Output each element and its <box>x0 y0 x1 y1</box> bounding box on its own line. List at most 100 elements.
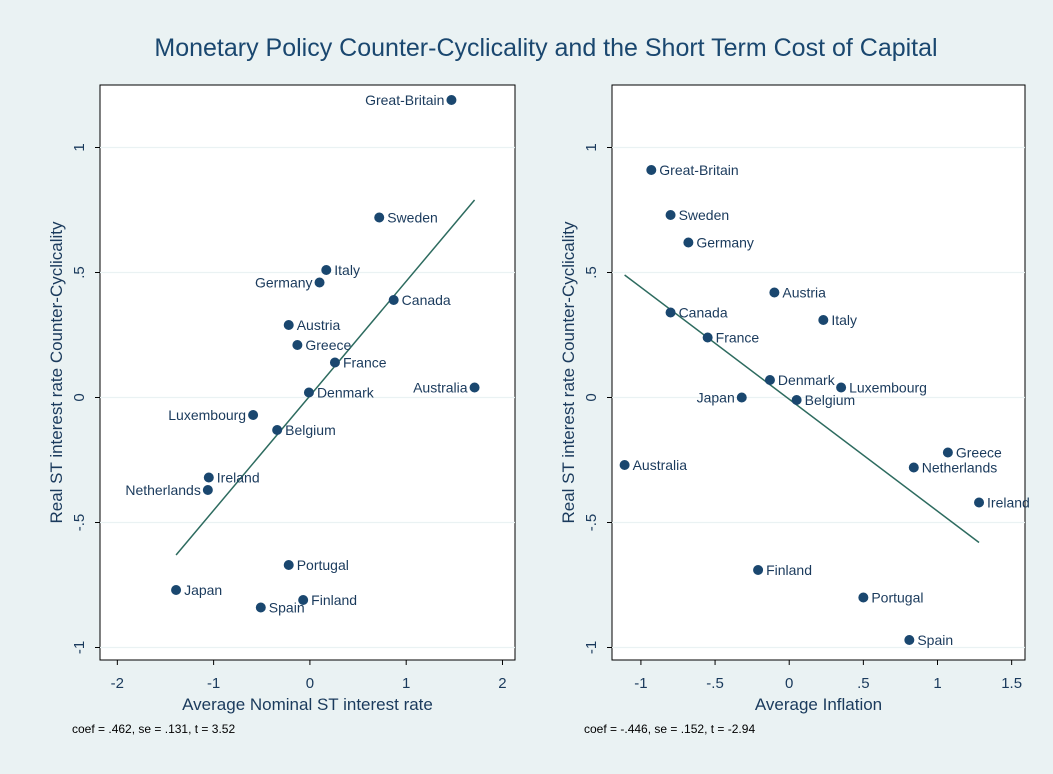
point-label: Portugal <box>297 557 349 573</box>
point <box>858 592 869 603</box>
point <box>283 560 294 570</box>
x-axis-label: Average Nominal ST interest rate <box>182 695 433 714</box>
point <box>942 447 953 458</box>
point <box>904 635 915 645</box>
point-label: Sweden <box>387 210 438 226</box>
point <box>469 382 480 393</box>
point-label: Germany <box>696 235 754 251</box>
chart-title: Monetary Policy Counter-Cyclicality and … <box>154 34 937 62</box>
point <box>292 340 303 350</box>
point <box>248 410 259 420</box>
point-label: Austria <box>297 317 341 333</box>
y-tick-label: 1 <box>583 143 600 151</box>
x-tick-label: -1 <box>634 675 647 692</box>
point <box>374 212 385 223</box>
point-label: Portugal <box>871 590 923 606</box>
point-label: Italy <box>334 262 360 278</box>
x-tick-label: 1 <box>402 675 410 692</box>
point <box>791 395 802 405</box>
point <box>283 320 294 330</box>
point-label: Netherlands <box>922 460 998 476</box>
point-label: Canada <box>402 292 451 308</box>
x-tick-label: -2 <box>111 675 124 692</box>
x-tick-label: .5 <box>857 675 870 692</box>
x-tick-label: -1 <box>207 675 220 692</box>
point-label: Ireland <box>217 470 260 486</box>
point <box>818 315 829 325</box>
y-tick-label: 0 <box>583 393 600 401</box>
point <box>314 277 325 288</box>
plot-area <box>611 84 1026 661</box>
x-axis-label: Average Inflation <box>755 695 882 714</box>
point-label: Belgium <box>285 422 336 438</box>
point-label: Australia <box>633 457 688 473</box>
note: coef = -.446, se = .152, t = -2.94 <box>584 722 755 736</box>
point <box>171 585 182 595</box>
point-label: France <box>343 355 387 371</box>
x-tick-label: 1 <box>933 675 941 692</box>
point <box>255 602 266 613</box>
y-tick-label: .5 <box>583 266 600 279</box>
point-label: Spain <box>269 600 305 616</box>
point-label: Great-Britain <box>659 162 738 178</box>
y-tick-label: -1 <box>583 641 600 654</box>
point <box>736 392 747 403</box>
point-label: Japan <box>184 582 222 598</box>
point-label: Belgium <box>805 392 856 408</box>
y-tick-label: 1 <box>71 143 88 151</box>
point <box>446 95 457 105</box>
point-label: Greece <box>305 337 351 353</box>
point-label: Germany <box>255 275 313 291</box>
x-tick-label: -.5 <box>706 675 724 692</box>
point <box>202 485 213 495</box>
point-label: Spain <box>917 632 953 648</box>
y-tick-label: -.5 <box>583 514 600 532</box>
y-tick-label: .5 <box>71 266 88 279</box>
point-label: Finland <box>311 592 357 608</box>
point <box>203 472 214 483</box>
point <box>298 595 309 605</box>
point <box>764 375 775 385</box>
point <box>836 382 847 393</box>
point <box>303 387 314 398</box>
x-tick-label: 1.5 <box>1001 675 1022 692</box>
point <box>769 287 780 298</box>
point-label: Luxembourg <box>168 407 246 423</box>
fit-line <box>175 199 476 556</box>
point <box>683 237 694 248</box>
point <box>974 497 985 508</box>
point-label: France <box>716 330 760 346</box>
y-tick-label: -.5 <box>71 514 88 532</box>
point-label: Italy <box>831 312 857 328</box>
point <box>619 460 630 470</box>
point <box>272 425 283 435</box>
point-label: Luxembourg <box>849 380 927 396</box>
point-label: Great-Britain <box>365 92 444 108</box>
point-label: Denmark <box>778 372 836 388</box>
y-tick-label: 0 <box>71 393 88 401</box>
point <box>321 265 332 275</box>
point-label: Austria <box>782 285 826 301</box>
y-axis-label: Real ST interest rate Counter-Cyclicalit… <box>559 221 578 524</box>
point <box>665 307 676 318</box>
y-axis-label: Real ST interest rate Counter-Cyclicalit… <box>47 221 66 524</box>
point-label: Denmark <box>317 385 375 401</box>
point-label: Australia <box>413 380 468 396</box>
point <box>753 565 764 575</box>
point-label: Finland <box>766 562 812 578</box>
point <box>908 462 919 473</box>
point <box>329 357 340 368</box>
point-label: Netherlands <box>125 482 201 498</box>
point <box>665 210 676 220</box>
point <box>702 332 713 343</box>
point-label: Greece <box>956 445 1002 461</box>
y-tick-label: -1 <box>71 641 88 654</box>
x-tick-label: 2 <box>498 675 506 692</box>
point <box>388 295 399 305</box>
x-tick-label: 0 <box>306 675 314 692</box>
point-label: Ireland <box>987 495 1030 511</box>
note: coef = .462, se = .131, t = 3.52 <box>72 722 235 736</box>
point-label: Canada <box>679 305 728 321</box>
